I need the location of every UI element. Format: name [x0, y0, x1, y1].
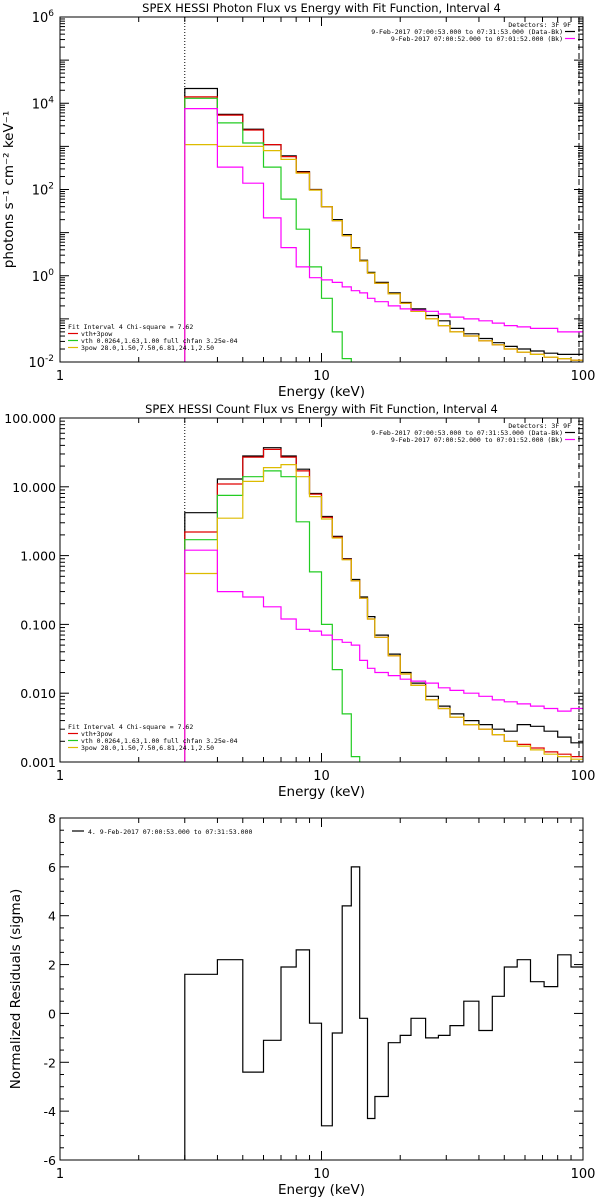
chart-panel-2: SPEX HESSI Count Flux vs Energy with Fit…	[4, 402, 596, 800]
y-tick-label: 106	[32, 9, 55, 26]
legend-text: Detectors: 3F 9F	[508, 422, 571, 430]
series-line-1	[184, 866, 583, 1160]
plot-frame	[59, 417, 584, 763]
legend-text: 3pow 28.0,1.50,7.50,6.81,24.1,2.50	[81, 744, 214, 752]
legend-text: 4. 9-Feb-2017 07:00:53.000 to 07:31:53.0…	[88, 828, 252, 836]
legend-text: vth 0.0264,1.63,1.00 full chfan 3.25e-04	[81, 337, 238, 345]
series-line-3	[184, 470, 361, 762]
legend-text: vth+3pow	[81, 330, 112, 338]
y-tick-label: 102	[32, 182, 54, 199]
legend-text: 9-Feb-2017 07:00:52.000 to 07:01:52.000 …	[391, 436, 563, 444]
y-tick-label: -2	[44, 1055, 56, 1070]
x-tick-label: 10	[313, 369, 330, 384]
series-line-5	[184, 549, 583, 762]
x-tick-label: 100	[571, 769, 596, 784]
series-group	[184, 447, 583, 762]
y-tick-label: -4	[44, 1104, 57, 1119]
legend-text: vth 0.0264,1.63,1.00 full chfan 3.25e-04	[81, 737, 238, 745]
y-tick-label: 104	[32, 95, 55, 112]
x-tick-label: 100	[571, 1167, 596, 1182]
y-axis-label: photons s⁻¹ cm⁻² keV⁻¹	[1, 111, 17, 269]
legend-text: Detectors: 3F 9F	[508, 21, 571, 29]
plot-frame	[59, 16, 584, 363]
y-tick-label: 100	[32, 268, 55, 285]
legend-text: vth+3pow	[81, 730, 112, 738]
chart-title: SPEX HESSI Photon Flux vs Energy with Fi…	[142, 1, 501, 15]
y-axis-label: Normalized Residuals (sigma)	[8, 889, 24, 1090]
y-tick-label: 4	[48, 909, 56, 924]
series-line-1	[184, 447, 583, 762]
x-tick-label: 100	[571, 369, 596, 384]
y-tick-label: 8	[48, 811, 56, 826]
chart-panel-3: 1 10 100 -6 -4 -2 0 2 4 6 8 Energy (keV) Normalized …	[8, 811, 595, 1198]
x-tick-label: 1	[56, 769, 64, 784]
y-tick-label: 10.000	[12, 480, 56, 495]
y-tick-label: 0.010	[20, 686, 56, 701]
series-line-4	[184, 464, 583, 762]
y-tick-label: 2	[48, 958, 56, 973]
x-axis-label: Energy (keV)	[278, 384, 365, 400]
x-axis-label: Energy (keV)	[278, 1182, 365, 1198]
legend-text: 9-Feb-2017 07:00:53.000 to 07:31:53.000 …	[371, 28, 563, 36]
y-tick-label: -6	[44, 1153, 57, 1168]
series-line-5	[184, 108, 583, 362]
plot-frame	[59, 817, 584, 1161]
chart-title: SPEX HESSI Count Flux vs Energy with Fit…	[145, 402, 498, 416]
y-tick-label: 0	[48, 1006, 56, 1021]
y-tick-label: 0.100	[20, 617, 56, 632]
y-tick-label: 0.001	[20, 755, 56, 770]
legend-text: 3pow 28.0,1.50,7.50,6.81,24.1,2.50	[81, 344, 214, 352]
legend-text: Fit Interval 4 Chi-square = 7.62	[68, 723, 193, 731]
series-line-2	[184, 448, 583, 762]
series-group	[184, 87, 583, 362]
y-tick-label: 100.000	[4, 411, 56, 426]
series-line-3	[184, 97, 352, 362]
legend-text: 9-Feb-2017 07:00:52.000 to 07:01:52.000 …	[391, 35, 563, 43]
series-line-4	[184, 144, 583, 362]
y-tick-label: 6	[48, 860, 56, 875]
legend-text: 9-Feb-2017 07:00:53.000 to 07:31:53.000 …	[371, 429, 563, 437]
series-group	[184, 866, 583, 1160]
chart-panel-1: SPEX HESSI Photon Flux vs Energy with Fi…	[1, 1, 596, 400]
x-axis-label: Energy (keV)	[278, 784, 365, 800]
legend-text: Fit Interval 4 Chi-square = 7.62	[68, 323, 193, 331]
x-tick-label: 1	[56, 1167, 64, 1182]
x-tick-label: 10	[313, 769, 330, 784]
x-tick-label: 1	[56, 369, 64, 384]
x-tick-label: 10	[313, 1167, 330, 1182]
y-tick-label: 1.000	[20, 549, 56, 564]
y-tick-label: 10-2	[28, 354, 54, 371]
